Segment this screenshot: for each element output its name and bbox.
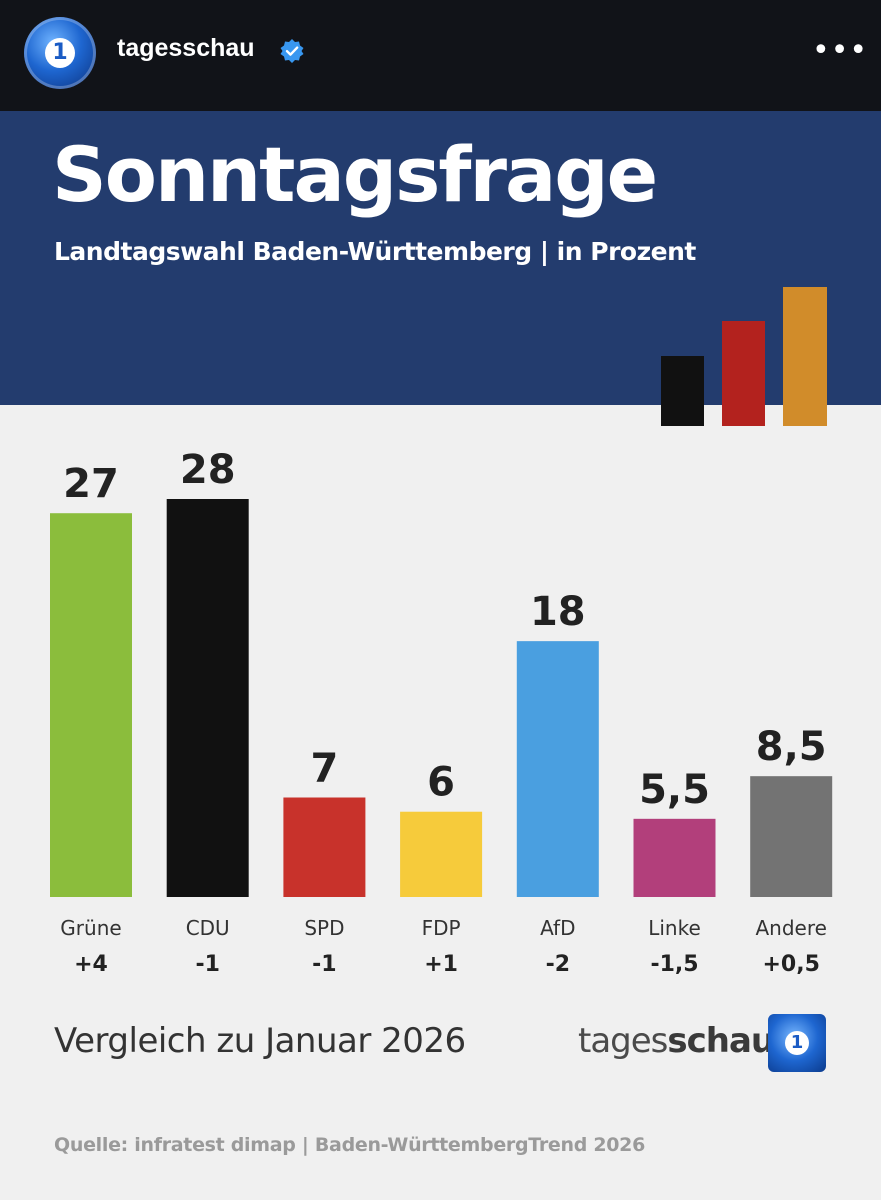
ard-logo-icon: 1 [768,1014,826,1072]
bar-afd [516,641,599,897]
comparison-note: Vergleich zu Januar 2026 [54,1021,466,1061]
change-label-andere: +0,5 [762,952,819,977]
more-options-button[interactable]: ••• [812,33,869,68]
category-label-cdu: CDU [186,916,230,940]
chart-title: Sonntagsfrage [52,130,658,219]
account-avatar[interactable]: 1 [24,17,96,89]
brand-wordmark-bold: schau [667,1021,775,1061]
value-label-spd: 7 [310,746,338,792]
value-label-gr-ne: 27 [63,461,119,507]
verified-badge-icon [280,39,304,63]
value-label-cdu: 28 [180,447,236,493]
top-bar: 1 tagesschau ••• [0,0,881,111]
brand-wordmark-regular: tages [578,1021,668,1061]
bar-chart: 27 Grüne +4 28 CDU -1 7 SPD -1 6 FDP +1 18 AfD -2 5,5 Li… [50,447,833,977]
chart-subtitle: Landtagswahl Baden-Württemberg | in Proz… [54,237,696,266]
ard-one-icon: 1 [45,38,75,68]
decor-bar-black [661,356,704,426]
value-label-linke: 5,5 [639,767,710,813]
change-label-afd: -2 [546,952,570,977]
category-label-fdp: FDP [422,916,461,940]
bar-linke [633,818,716,897]
value-label-fdp: 6 [427,760,455,806]
bar-fdp [400,811,483,897]
change-label-cdu: -1 [195,952,219,977]
category-label-andere: Andere [755,916,826,940]
decor-bar-red [722,321,765,426]
brand-wordmark: tagesschau [578,1021,775,1061]
change-label-spd: -1 [312,952,336,977]
bar-andere [750,776,833,897]
bar-spd [283,797,366,897]
change-label-linke: -1,5 [650,952,698,977]
category-label-gr-ne: Grüne [60,916,121,940]
account-name[interactable]: tagesschau [117,34,255,62]
change-label-gr-ne: +4 [74,952,108,977]
category-label-afd: AfD [540,916,575,940]
bar-cdu [166,499,249,897]
change-label-fdp: +1 [424,952,458,977]
ard-one-glyph-icon: 1 [785,1031,809,1055]
category-label-linke: Linke [648,916,701,940]
value-label-andere: 8,5 [756,724,827,770]
decor-bar-gold [783,287,827,426]
bar-gr-ne [50,513,132,897]
value-label-afd: 18 [530,589,586,635]
category-label-spd: SPD [304,916,344,940]
source-note: Quelle: infratest dimap | Baden-Württemb… [54,1134,646,1156]
